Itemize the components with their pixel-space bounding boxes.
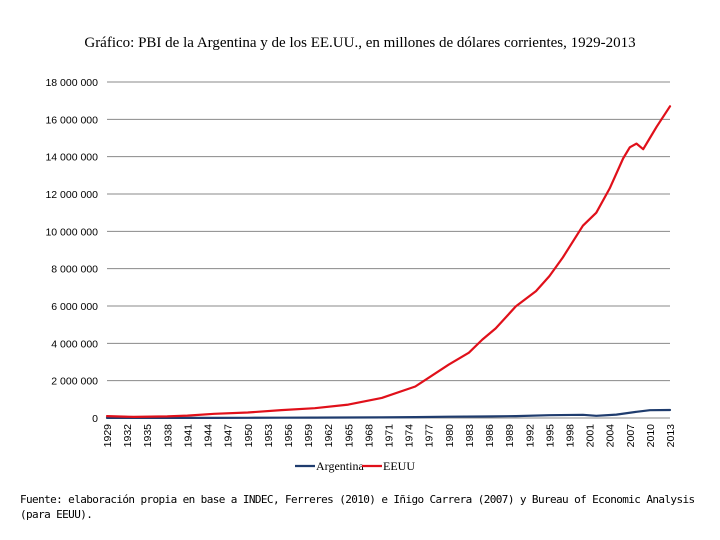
x-tick-label: 2004 (605, 424, 617, 448)
x-tick-label: 1977 (424, 424, 436, 448)
x-tick-label: 1986 (484, 424, 496, 448)
x-tick-label: 1992 (524, 424, 536, 448)
gridlines (107, 81, 670, 382)
x-tick-label: 1980 (444, 424, 456, 448)
x-tick-label: 1965 (343, 424, 355, 448)
x-tick-label: 1950 (243, 424, 255, 448)
x-tick-label: 1962 (323, 424, 335, 448)
legend-label-argentina: Argentina (316, 459, 364, 473)
legend-label-eeuu: EEUU (383, 459, 415, 473)
legend: Argentina EEUU (295, 459, 415, 473)
y-tick-label: 12 000 000 (45, 189, 98, 201)
x-tick-label: 2013 (665, 424, 677, 448)
x-tick-label: 1944 (203, 424, 215, 448)
x-tick-label: 1974 (404, 424, 416, 448)
y-tick-label: 14 000 000 (45, 152, 98, 164)
x-tick-label: 1989 (504, 424, 516, 448)
x-tick-label: 1971 (384, 424, 396, 448)
y-tick-label: 10 000 000 (45, 226, 98, 238)
series-line-argentina (105, 408, 672, 419)
y-tick-label: 16 000 000 (45, 114, 98, 126)
x-tick-label: 1998 (564, 424, 576, 448)
y-tick-label: 8 000 000 (51, 264, 98, 276)
x-tick-label: 1947 (223, 424, 235, 448)
series-lines (105, 105, 672, 419)
x-tick-label: 1935 (142, 424, 154, 448)
x-tick-label: 1956 (283, 424, 295, 448)
y-tick-label: 2 000 000 (51, 376, 98, 388)
x-tick-label: 1953 (263, 424, 275, 448)
x-tick-label: 1929 (102, 424, 114, 448)
source-footnote: Fuente: elaboración propia en base a IND… (20, 493, 695, 521)
y-tick-label: 18 000 000 (45, 77, 98, 89)
x-tick-label: 2001 (585, 424, 597, 448)
x-tick-label: 1941 (182, 424, 194, 448)
y-axis-ticks: 0 2 000 000 4 000 000 6 000 000 8 000 000 10 … (45, 77, 98, 425)
chart-title: Gráfico: PBI de la Argentina y de los EE… (84, 35, 636, 51)
series-line-eeuu (105, 105, 672, 418)
x-tick-label: 1932 (122, 424, 134, 448)
x-tick-label: 1983 (464, 424, 476, 448)
x-axis-ticks: 1929 1932 1935 1938 1941 1944 1947 1950 1953 1956… (102, 424, 677, 448)
y-tick-label: 0 (92, 413, 98, 425)
x-tick-label: 1959 (303, 424, 315, 448)
x-tick-label: 1968 (363, 424, 375, 448)
x-tick-label: 1995 (544, 424, 556, 448)
x-tick-label: 2007 (625, 424, 637, 448)
y-tick-label: 4 000 000 (51, 338, 98, 350)
x-tick-label: 1938 (162, 424, 174, 448)
y-tick-label: 6 000 000 (51, 301, 98, 313)
x-tick-label: 2010 (645, 424, 657, 448)
